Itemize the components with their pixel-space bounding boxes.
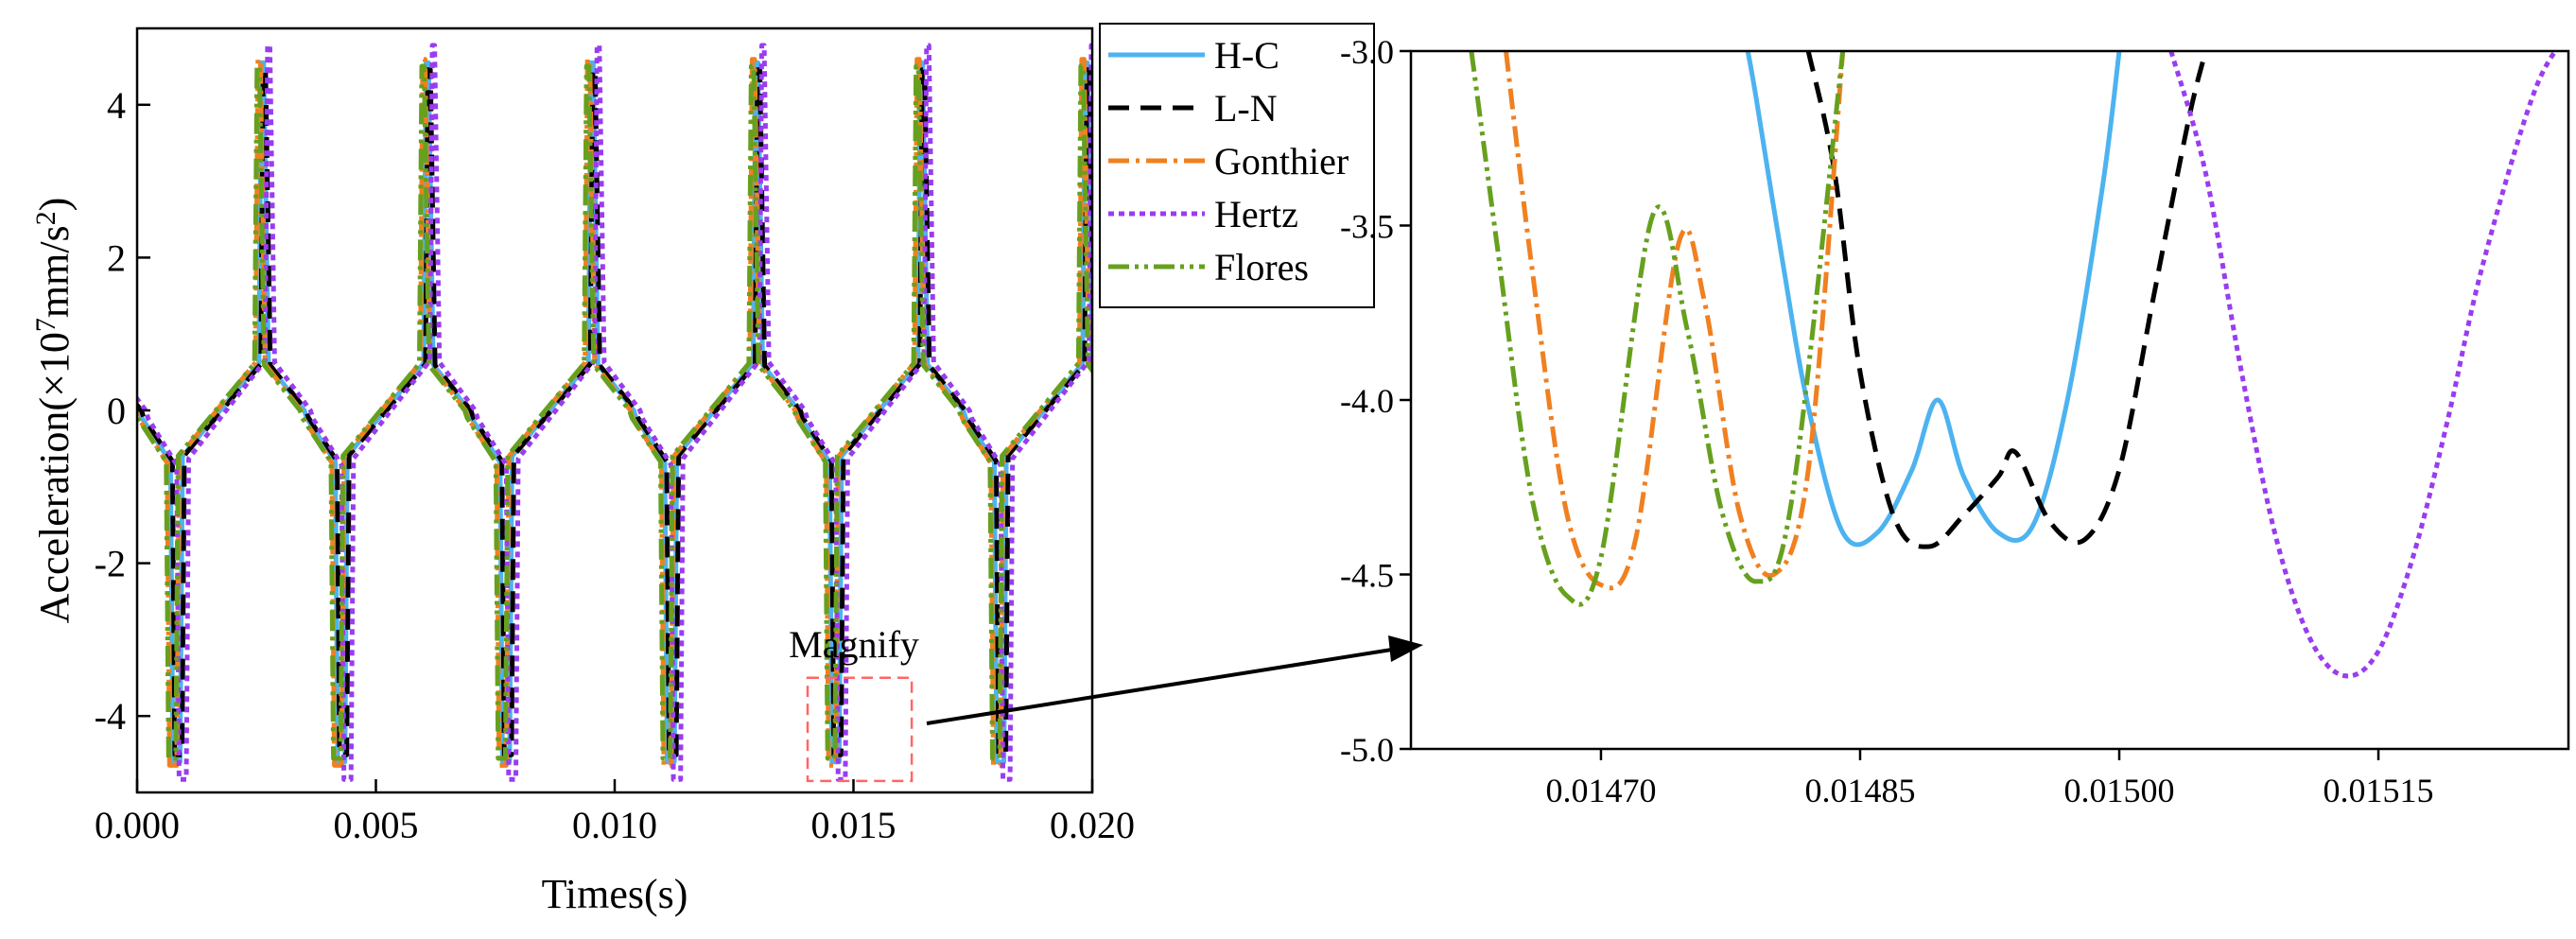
legend-label: Hertz bbox=[1214, 193, 1298, 235]
inset-series-hertz bbox=[2168, 51, 2559, 679]
inset-series-h-c bbox=[1745, 51, 2122, 548]
inset-x-tick-label: 0.01515 bbox=[2324, 772, 2434, 809]
main-y-tick-label: 2 bbox=[107, 236, 126, 279]
main-x-axis-label: Times(s) bbox=[542, 871, 688, 917]
main-series-l-n bbox=[137, 67, 1092, 757]
inset-series-l-n bbox=[1805, 51, 2208, 549]
legend-item-flores: Flores bbox=[1108, 246, 1309, 288]
main-x-tick-label: 0.020 bbox=[1050, 804, 1135, 846]
legend-label: H-C bbox=[1214, 34, 1279, 77]
main-x-tick-label: 0.000 bbox=[95, 804, 180, 846]
main-series-hertz bbox=[137, 43, 1092, 782]
legend-frame bbox=[1099, 23, 1375, 308]
main-plot-frame bbox=[135, 26, 1094, 794]
main-x-tick-label: 0.005 bbox=[334, 804, 419, 846]
main-chart: 0.000 0.005 0.010 0.015 0.020 -4 -2 0 2 4 Times(… bbox=[30, 26, 1423, 917]
inset-x-tick-label: 0.01500 bbox=[2064, 772, 2175, 809]
inset-series-flores bbox=[1469, 51, 1846, 607]
main-y-tick-label: -2 bbox=[95, 543, 126, 585]
main-y-tick-label: 0 bbox=[107, 390, 126, 432]
legend-item-hertz: Hertz bbox=[1108, 193, 1298, 235]
main-x-tick-label: 0.010 bbox=[572, 804, 657, 846]
magnify-annotation: Magnify bbox=[789, 623, 919, 666]
inset-series-gonthier bbox=[1504, 51, 1846, 591]
legend-item-h-c: H-C bbox=[1108, 34, 1279, 77]
inset-plot-frame bbox=[1409, 49, 2570, 751]
inset-series-group bbox=[1469, 51, 2559, 679]
main-series-flores bbox=[137, 63, 1092, 761]
inset-chart: 0.01470 0.01485 0.01500 0.01515 -3.0 -3.5 -4.… bbox=[1340, 33, 2570, 809]
inset-y-tick-label: -4.5 bbox=[1340, 557, 1394, 595]
main-x-tick-label: 0.015 bbox=[811, 804, 896, 846]
legend-label: Flores bbox=[1214, 246, 1309, 288]
magnify-arrowhead bbox=[1388, 635, 1423, 662]
legend-label: L-N bbox=[1214, 87, 1278, 130]
magnify-box bbox=[806, 676, 914, 783]
legend: H-C L-N Gonthier Hertz Flores bbox=[1099, 23, 1375, 308]
legend-item-gonthier: Gonthier bbox=[1108, 140, 1349, 183]
legend-item-l-n: L-N bbox=[1108, 87, 1278, 130]
main-y-tick-label: -4 bbox=[95, 695, 126, 738]
inset-y-tick-label: -5.0 bbox=[1340, 731, 1394, 769]
legend-label: Gonthier bbox=[1214, 140, 1349, 183]
inset-y-tick-label: -4.0 bbox=[1340, 382, 1394, 420]
main-y-ticks: -4 -2 0 2 4 bbox=[95, 84, 150, 738]
inset-y-ticks: -3.0 -3.5 -4.0 -4.5 -5.0 bbox=[1340, 33, 1411, 769]
inset-x-tick-label: 0.01485 bbox=[1804, 772, 1915, 809]
inset-x-ticks: 0.01470 0.01485 0.01500 0.01515 bbox=[1545, 749, 2434, 809]
inset-y-tick-label: -3.0 bbox=[1340, 33, 1394, 71]
main-x-ticks: 0.000 0.005 0.010 0.015 0.020 bbox=[95, 779, 1135, 846]
main-y-tick-label: 4 bbox=[107, 84, 126, 127]
main-series-group bbox=[137, 43, 1092, 782]
inset-y-tick-label: -3.5 bbox=[1340, 208, 1394, 246]
inset-x-tick-label: 0.01470 bbox=[1545, 772, 1656, 809]
main-y-axis-label: Acceleration(×107mm/s2) bbox=[30, 198, 78, 624]
legend-items: H-C L-N Gonthier Hertz Flores bbox=[1108, 34, 1349, 288]
magnify-arrow bbox=[926, 647, 1399, 725]
